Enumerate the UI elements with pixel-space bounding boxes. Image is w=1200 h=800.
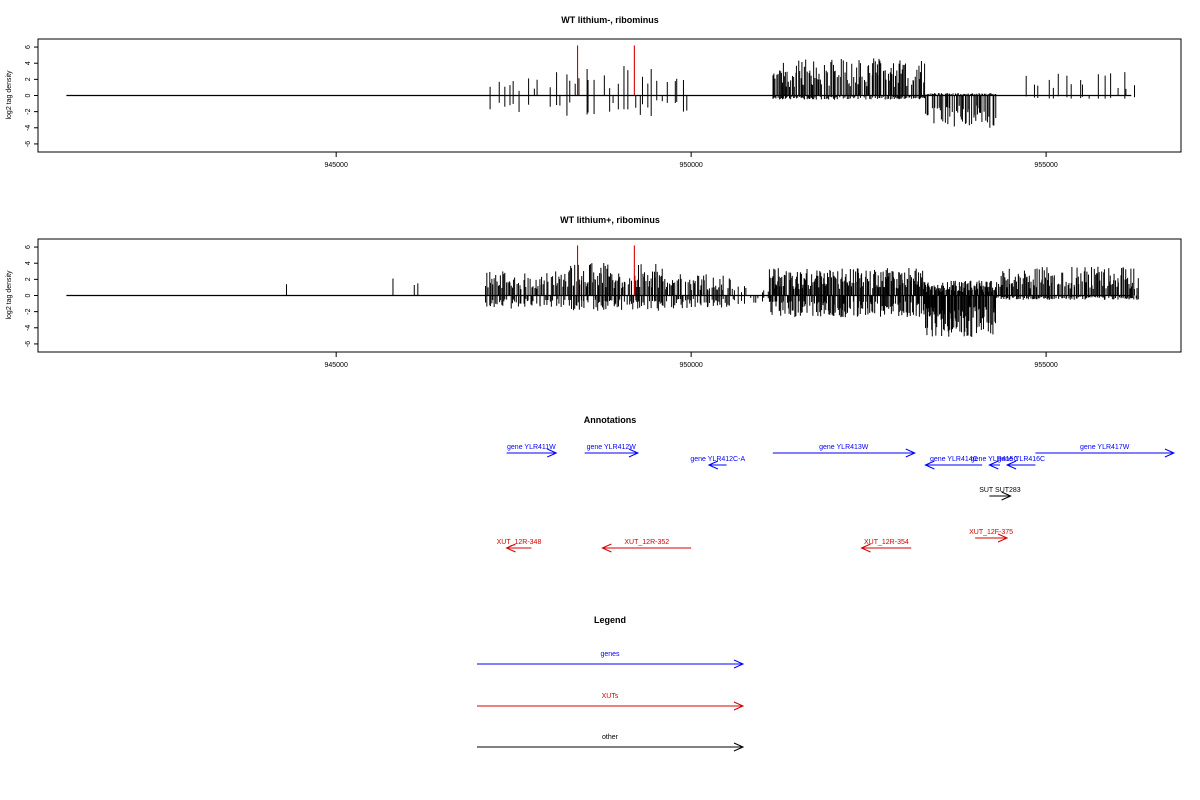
- feature-gene: gene YLR412W: [584, 444, 640, 458]
- feature-gene: gene YLR416C: [997, 456, 1045, 470]
- x-tick-label: 950000: [679, 162, 702, 169]
- feature-arrowhead: [547, 448, 558, 458]
- legend-label: genes: [600, 651, 620, 658]
- feature-gene: gene YLR412C-A: [690, 456, 745, 470]
- panel-title: WT lithium+, ribominus: [560, 215, 660, 225]
- y-tick-label: 6: [25, 45, 32, 49]
- feature-label: gene YLR414C: [930, 456, 978, 463]
- x-tick-label: 945000: [324, 162, 347, 169]
- feature-arrowhead: [1005, 460, 1017, 470]
- density-panel-lithium-minus: WT lithium-, ribominus log2 tag density …: [6, 15, 1182, 169]
- feature-gene: gene YLR415C: [971, 456, 1019, 470]
- feature-label: gene YLR416C: [997, 456, 1045, 463]
- feature-arrowhead: [860, 543, 871, 553]
- annotations-title: Annotations: [584, 415, 637, 425]
- y-tick-label: -4: [25, 125, 32, 131]
- feature-label: XUT_12R-354: [864, 539, 909, 546]
- panel-title: WT lithium-, ribominus: [561, 15, 659, 25]
- y-tick-label: 4: [25, 61, 32, 65]
- feature-gene: gene YLR413W: [772, 444, 917, 458]
- y-tick-label: -2: [25, 308, 32, 314]
- y-axis-label: log2 tag density: [6, 70, 13, 120]
- y-tick-label: 0: [25, 293, 32, 297]
- y-tick-label: 4: [25, 261, 32, 265]
- legend-entry-genes: genes: [477, 651, 745, 669]
- feature-arrowhead: [988, 460, 999, 470]
- legend: Legend genes XUTs other: [477, 615, 745, 752]
- legend-entry-other: other: [477, 734, 745, 752]
- feature-arrowhead: [1001, 491, 1012, 501]
- y-tick-label: 6: [25, 245, 32, 249]
- feature-arrowhead: [707, 460, 719, 470]
- x-tick-label: 950000: [679, 362, 702, 369]
- feature-arrowhead: [924, 460, 935, 470]
- feature-label: XUT_12R-348: [497, 539, 542, 546]
- legend-arrowhead: [733, 659, 745, 669]
- bar-group: [285, 262, 1139, 337]
- feature-gene: gene YLR417W: [1035, 444, 1176, 458]
- feature-label: gene YLR417W: [1080, 444, 1130, 451]
- feature-label: XUT_12F-375: [969, 529, 1013, 536]
- x-tick-label: 945000: [324, 362, 347, 369]
- feature-label: SUT SUT283: [979, 487, 1021, 494]
- feature-label: gene YLR411W: [507, 444, 556, 451]
- y-axis: 6 4 2 0 -2 -4 -6: [25, 45, 39, 147]
- highlight-group: [577, 245, 635, 296]
- legend-label: other: [602, 734, 619, 741]
- feature-arrowhead: [1164, 448, 1176, 458]
- y-tick-label: -6: [25, 141, 32, 147]
- y-axis-label: log2 tag density: [6, 270, 13, 320]
- highlight-group: [577, 45, 635, 96]
- feature-xut: XUT_12R-354: [860, 539, 912, 553]
- feature-arrowhead: [505, 543, 516, 553]
- feature-xut: XUT_12R-352: [601, 539, 692, 553]
- y-tick-label: -6: [25, 341, 32, 347]
- y-tick-label: 0: [25, 93, 32, 97]
- feature-xut: XUT_12R-348: [497, 539, 542, 553]
- x-tick-label: 955000: [1034, 362, 1057, 369]
- feature-xut: XUT_12F-375: [969, 529, 1013, 543]
- y-axis: 6 4 2 0 -2 -4 -6: [25, 245, 39, 347]
- bar-group: [489, 58, 1136, 128]
- feature-gene: gene YLR414C: [924, 456, 983, 470]
- y-tick-label: -4: [25, 325, 32, 331]
- feature-arrowhead: [997, 533, 1009, 543]
- y-tick-label: 2: [25, 277, 32, 281]
- feature-label: gene YLR412C-A: [690, 456, 745, 463]
- legend-arrowhead: [733, 742, 745, 752]
- density-panel-lithium-plus: WT lithium+, ribominus log2 tag density …: [6, 215, 1182, 369]
- feature-gene: gene YLR411W: [506, 444, 558, 458]
- legend-arrowhead: [733, 701, 745, 711]
- annotations-track: Annotations gene YLR411W gene YLR412Wgene…: [497, 415, 1176, 553]
- x-axis: 945000 950000 955000: [324, 151, 1058, 169]
- legend-entry-xuts: XUTs: [477, 693, 745, 711]
- y-tick-label: -2: [25, 108, 32, 114]
- x-tick-label: 955000: [1034, 162, 1057, 169]
- feature-label: gene YLR413W: [819, 444, 869, 451]
- feature-arrowhead: [905, 448, 917, 458]
- feature-other: SUT SUT283: [979, 487, 1021, 501]
- feature-label: gene YLR415C: [971, 456, 1019, 463]
- feature-arrowhead: [628, 448, 640, 458]
- feature-arrowhead: [601, 543, 612, 553]
- legend-entries: genes XUTs other: [477, 651, 745, 752]
- feature-group: gene YLR411W gene YLR412W gene YLR412C-A ge…: [497, 444, 1176, 553]
- legend-title: Legend: [594, 615, 626, 625]
- y-tick-label: 2: [25, 77, 32, 81]
- feature-label: gene YLR412W: [587, 444, 637, 451]
- legend-label: XUTs: [602, 693, 619, 700]
- feature-label: XUT_12R-352: [624, 539, 669, 546]
- x-axis: 945000 950000 955000: [324, 351, 1058, 369]
